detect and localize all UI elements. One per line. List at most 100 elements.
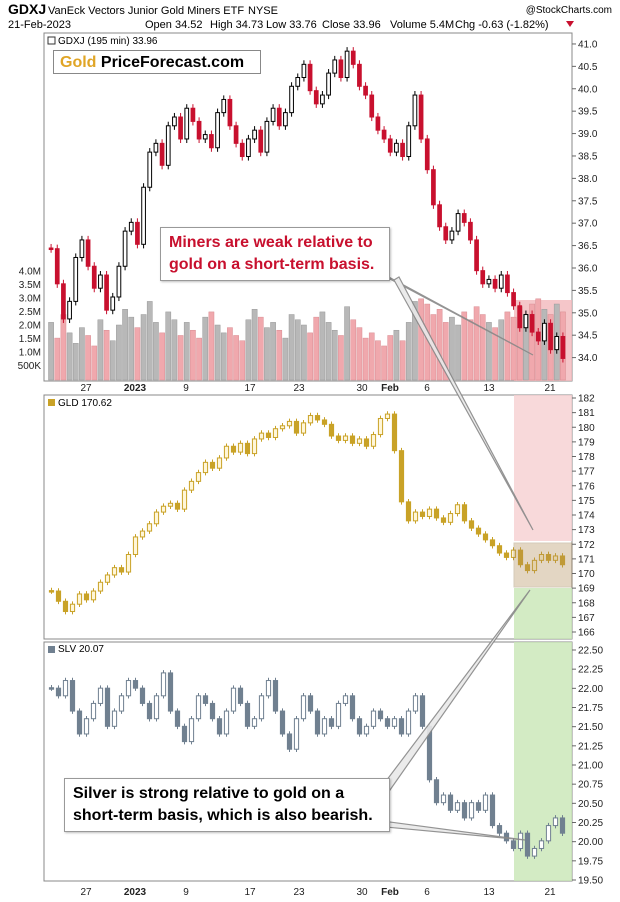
gld-red-zone	[514, 395, 572, 541]
volume-bar	[79, 327, 85, 381]
volume-bar	[486, 322, 492, 381]
candle-body	[356, 438, 363, 444]
candle-body	[314, 710, 321, 735]
volume-bar	[344, 306, 350, 381]
x-tick-label: 2023	[124, 383, 147, 394]
candle-body	[398, 718, 405, 735]
candle-body	[307, 415, 314, 424]
x-axis-ticks-bottom: 27 2023 9 17 23 30 Feb 6 13 21	[80, 887, 556, 898]
candle-body	[524, 564, 531, 572]
volume-bar	[183, 322, 190, 381]
candle-body	[202, 461, 209, 474]
candle-body	[62, 600, 69, 613]
gdxj-volume-bars	[48, 298, 566, 381]
volume-bar	[319, 311, 326, 381]
candle-body	[62, 680, 69, 697]
candle-body	[559, 555, 566, 566]
volume-bar	[264, 327, 270, 381]
candle-body	[141, 186, 146, 245]
header-name: VanEck Vectors Junior Gold Miners ETF	[48, 5, 244, 17]
volume-tick-label: 4.0M	[19, 267, 41, 278]
volume-bar	[140, 314, 147, 381]
candle-body	[272, 428, 279, 438]
candle-body	[489, 794, 496, 827]
candle-body	[449, 230, 455, 241]
slv-y-tick-label: 21.25	[578, 741, 603, 752]
candle-body	[384, 718, 391, 727]
candle-body	[349, 435, 356, 444]
candle-body	[286, 733, 293, 750]
slv-panel-title: SLV 20.07	[58, 644, 104, 655]
gld-y-tick-label: 171	[578, 554, 595, 565]
candle-body	[342, 435, 349, 441]
volume-bar	[134, 327, 141, 381]
miners-callout: Miners are weak relative to gold on a sh…	[160, 227, 390, 281]
gdxj-y-tick-label: 38.0	[578, 174, 598, 185]
volume-bar	[492, 327, 498, 381]
candle-body	[190, 107, 196, 122]
candle-body	[510, 549, 517, 558]
candle-body	[69, 680, 76, 712]
candle-body	[307, 695, 314, 712]
volume-bar	[307, 332, 313, 381]
slv-y-tick-label: 20.75	[578, 780, 603, 791]
volume-tick-label: 2.0M	[19, 321, 41, 332]
candle-body	[531, 559, 538, 572]
candle-body	[76, 593, 83, 605]
gdxj-y-tick-label: 38.5	[578, 151, 598, 162]
candle-body	[97, 687, 104, 704]
candle-body	[433, 508, 440, 519]
gdxj-panel-legend: GDXJ (195 min) 33.96	[47, 36, 158, 47]
gld-y-tick-label: 173	[578, 525, 595, 536]
candle-body	[517, 305, 523, 329]
volume-bar	[387, 335, 394, 381]
down-arrow-icon	[566, 21, 574, 27]
x-tick-label: 23	[293, 887, 305, 898]
volume-bar	[436, 309, 443, 381]
candle-body	[48, 687, 55, 690]
candle-body	[454, 802, 461, 811]
candle-body	[283, 112, 288, 127]
candle-body	[320, 94, 325, 105]
gld-candles	[48, 411, 566, 615]
candle-body	[146, 702, 153, 720]
candle-body	[474, 239, 479, 272]
candle-body	[503, 552, 510, 558]
candle-body	[125, 680, 132, 697]
gld-y-tick-label: 176	[578, 481, 595, 492]
candle-body	[293, 420, 300, 434]
volume-bar	[375, 340, 381, 381]
candle-body	[279, 710, 286, 735]
x-tick-label: 9	[183, 887, 189, 898]
candle-body	[328, 423, 335, 437]
candle-body	[252, 129, 257, 140]
volume-bar	[214, 324, 221, 381]
candle-body	[552, 555, 559, 561]
candle-body	[202, 134, 208, 140]
candle-body	[400, 142, 405, 158]
volume-bar	[54, 337, 61, 381]
volume-bar	[313, 316, 320, 381]
x-tick-label: 30	[356, 383, 368, 394]
candle-body	[419, 511, 426, 517]
volume-tick-label: 1.0M	[19, 348, 41, 359]
candle-body	[356, 718, 363, 735]
candle-body	[258, 432, 265, 440]
candle-body	[440, 794, 447, 804]
x-tick-label: 2023	[124, 887, 147, 898]
candle-body	[195, 472, 202, 482]
candle-body	[349, 695, 356, 720]
gdxj-panel-frame	[43, 32, 573, 382]
candle-body	[55, 687, 62, 697]
candle-body	[160, 505, 167, 513]
candle-body	[167, 672, 174, 712]
candle-body	[461, 213, 467, 223]
gdxj-y-tick-label: 35.5	[578, 286, 598, 297]
candle-body	[531, 847, 538, 857]
candle-body	[265, 680, 272, 697]
gld-y-tick-label: 167	[578, 613, 595, 624]
candle-body	[510, 840, 517, 849]
volume-bar	[350, 319, 357, 381]
volume-bar	[479, 314, 486, 381]
